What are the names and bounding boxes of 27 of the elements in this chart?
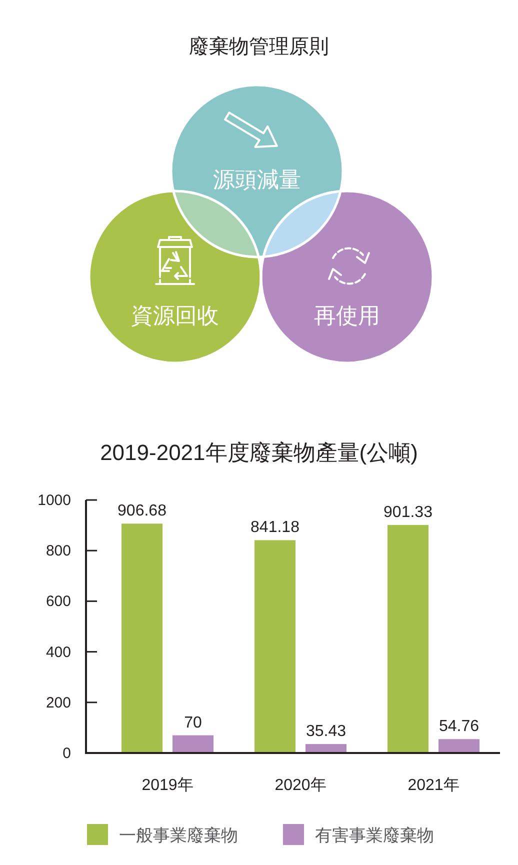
bar: [388, 524, 428, 753]
x-tick-label: 2019年: [142, 777, 194, 794]
bar: [254, 540, 296, 753]
y-tick-label: 600: [46, 593, 71, 610]
y-tick-label: 800: [46, 542, 71, 560]
data-label: 35.43: [306, 723, 346, 740]
bar: [122, 524, 162, 753]
chart-title: 2019-2021年度廢棄物產量(公噸): [100, 440, 418, 465]
x-tick-label: 2020年: [274, 777, 326, 794]
y-tick-label: 0: [62, 745, 71, 762]
text: 資源回收: [131, 303, 219, 328]
bar: [172, 735, 214, 753]
y-tick-label: 200: [46, 694, 71, 712]
text: 再使用: [314, 303, 380, 328]
data-label: 70: [184, 714, 202, 732]
data-label: 54.76: [438, 718, 480, 736]
data-label: 841.18: [250, 519, 300, 536]
y-tick-label: 400: [46, 644, 71, 661]
bar: [438, 739, 480, 753]
x-tick-label: 2021年: [408, 777, 460, 794]
legend-label: 一般事業廢棄物: [119, 826, 238, 845]
data-label: 906.68: [118, 502, 167, 520]
text: 源頭減量: [213, 167, 301, 192]
legend-label: 有害事業廢棄物: [315, 826, 434, 845]
text: 廢棄物管理原則: [189, 35, 329, 58]
y-tick-label: 1000: [38, 492, 71, 509]
data-label: 901.33: [384, 504, 433, 521]
